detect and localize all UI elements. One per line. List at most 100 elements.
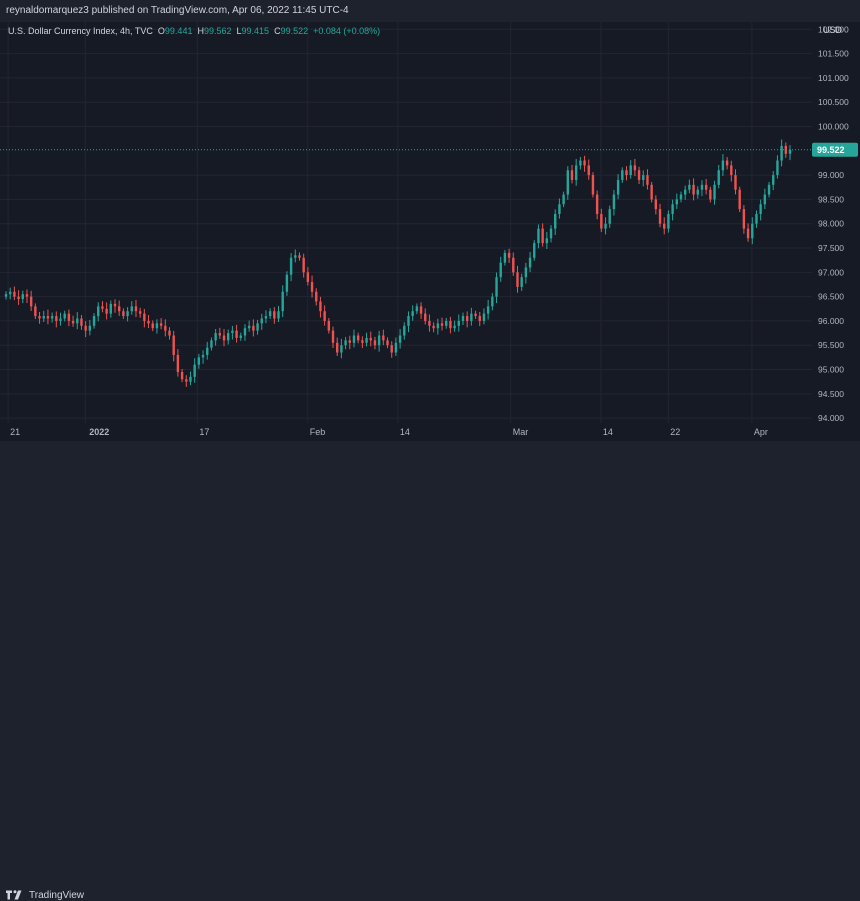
tradingview-brand[interactable]: TradingView — [6, 889, 84, 901]
candle-body — [528, 257, 532, 268]
candle-body — [201, 354, 205, 358]
price-tick-label: 101.500 — [818, 49, 849, 59]
candle-body — [361, 340, 364, 343]
candle-body — [319, 301, 322, 312]
candle-body — [210, 340, 213, 348]
candle-body — [465, 316, 469, 321]
candle-body — [76, 318, 79, 324]
candle-body — [428, 320, 431, 326]
candle-body — [185, 379, 188, 382]
high-label: H — [197, 26, 204, 36]
candle-body — [336, 342, 339, 353]
candle-body — [310, 282, 314, 292]
candle-body — [331, 330, 335, 343]
candle-body — [419, 306, 423, 314]
time-tick-label: Mar — [513, 427, 529, 437]
candle-body — [256, 323, 259, 331]
candle-body — [147, 320, 150, 324]
candlestick-chart[interactable] — [0, 22, 812, 423]
low-value: 99.415 — [241, 26, 270, 36]
candle-body — [4, 294, 8, 297]
candle-body — [159, 323, 163, 326]
time-tick-label: 22 — [670, 427, 680, 437]
candle-body — [63, 313, 66, 319]
candle-body — [637, 170, 641, 180]
candle-body — [650, 184, 653, 200]
candle-body — [67, 313, 71, 321]
chart-plot-area[interactable] — [0, 22, 812, 423]
candle-body — [512, 257, 515, 273]
candle-body — [767, 184, 771, 195]
candle-body — [247, 325, 251, 329]
time-tick-label: 14 — [603, 427, 613, 437]
candle-body — [713, 184, 716, 200]
close-value: 99.522 — [280, 26, 309, 36]
candle-body — [658, 209, 662, 224]
candle-body — [21, 294, 24, 300]
price-tick-label: 99.000 — [818, 170, 844, 180]
candle-body — [432, 325, 435, 329]
candle-body — [25, 294, 29, 297]
candle-body — [763, 194, 767, 205]
candle-body — [742, 209, 746, 229]
candle-body — [461, 316, 465, 321]
candle-body — [42, 316, 45, 319]
candle-body — [558, 204, 561, 214]
candle-body — [71, 320, 75, 324]
candle-body — [633, 165, 637, 171]
candle-body — [55, 316, 58, 321]
price-axis[interactable]: 102.000 101.500 101.000 100.500 100.000 99.00… — [812, 22, 860, 423]
candle-body — [730, 165, 733, 176]
candle-body — [516, 272, 519, 287]
candle-body — [243, 328, 247, 336]
time-tick-label: 14 — [400, 427, 410, 437]
candle-body — [46, 316, 50, 319]
time-axis[interactable]: 21 2022 17 Feb 14 Mar 14 22 Apr — [0, 423, 812, 441]
symbol-legend: U.S. Dollar Currency Index, 4h, TVC O99.… — [8, 26, 380, 36]
candle-body — [197, 357, 201, 365]
price-tick-label: 94.500 — [818, 389, 844, 399]
price-tick-label: 95.500 — [818, 340, 844, 350]
high-value: 99.562 — [203, 26, 232, 36]
candle-body — [302, 257, 305, 273]
candle-body — [566, 170, 569, 195]
candle-body — [491, 296, 494, 307]
candle-body — [751, 223, 754, 239]
candle-body — [227, 333, 230, 341]
candle-body — [298, 255, 301, 258]
candle-body — [570, 170, 574, 180]
candle-body — [541, 228, 544, 244]
candle-body — [700, 184, 704, 190]
candle-body — [352, 335, 356, 343]
candle-body — [214, 333, 217, 341]
candle-body — [453, 325, 456, 329]
candle-body — [377, 335, 381, 346]
candle-body — [155, 323, 159, 329]
price-tick-label: 98.500 — [818, 194, 844, 204]
candle-body — [390, 345, 393, 353]
candle-body — [222, 335, 226, 341]
candle-body — [172, 335, 175, 355]
time-tick-label: 2022 — [89, 427, 109, 437]
price-tick-label: 97.500 — [818, 243, 844, 253]
candle-body — [692, 184, 695, 195]
candle-body — [88, 325, 92, 331]
candle-body — [294, 255, 297, 258]
candle-body — [143, 313, 146, 321]
candle-body — [398, 335, 402, 343]
candle-body — [579, 160, 582, 166]
candle-body — [403, 325, 406, 336]
candle-body — [315, 291, 318, 302]
candle-body — [445, 320, 448, 326]
candle-body — [382, 335, 385, 341]
candle-body — [117, 306, 121, 312]
candle-body — [545, 238, 549, 244]
candle-body — [503, 252, 507, 263]
candle-body — [587, 165, 590, 176]
symbol-name: U.S. Dollar Currency Index, 4h, TVC — [8, 26, 153, 36]
price-tick-label: 96.500 — [818, 292, 844, 302]
publish-header: reynaldomarquez3 published on TradingVie… — [0, 0, 860, 22]
candle-body — [642, 175, 645, 180]
candle-body — [29, 296, 33, 307]
candle-body — [474, 313, 477, 317]
